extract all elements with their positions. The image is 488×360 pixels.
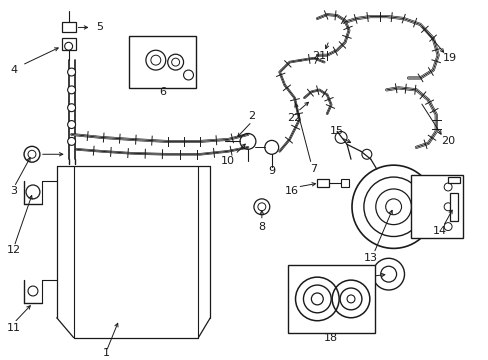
Text: 17: 17 (343, 277, 357, 287)
Bar (129, 36, 196, 88)
Circle shape (67, 121, 76, 129)
Bar (61, 39, 76, 50)
Bar (317, 179, 328, 187)
Text: 7: 7 (309, 164, 316, 174)
Text: 2: 2 (248, 111, 255, 121)
Circle shape (67, 104, 76, 112)
Bar (449, 193, 457, 221)
Text: 9: 9 (267, 166, 275, 176)
Bar (341, 179, 348, 187)
Text: 14: 14 (432, 226, 447, 235)
Text: 19: 19 (442, 53, 456, 63)
Text: 13: 13 (363, 253, 377, 263)
Text: 11: 11 (7, 323, 21, 333)
Bar (61, 22, 76, 32)
Circle shape (67, 138, 76, 145)
Text: 5: 5 (96, 22, 102, 32)
Text: 3: 3 (11, 186, 18, 196)
Text: 12: 12 (7, 246, 21, 255)
Bar (447, 177, 459, 183)
Text: 4: 4 (11, 65, 18, 75)
Text: 22: 22 (287, 113, 301, 123)
Bar (410, 175, 462, 238)
Text: 8: 8 (258, 222, 265, 231)
Text: 20: 20 (440, 136, 454, 147)
Text: 21: 21 (312, 51, 325, 61)
Text: 18: 18 (324, 333, 338, 343)
Text: 10: 10 (221, 156, 235, 166)
Text: 15: 15 (329, 126, 344, 136)
Circle shape (67, 68, 76, 76)
Text: 6: 6 (159, 87, 166, 97)
Text: 16: 16 (284, 186, 298, 196)
Circle shape (67, 86, 76, 94)
Text: 1: 1 (102, 348, 110, 359)
Bar (287, 265, 374, 333)
